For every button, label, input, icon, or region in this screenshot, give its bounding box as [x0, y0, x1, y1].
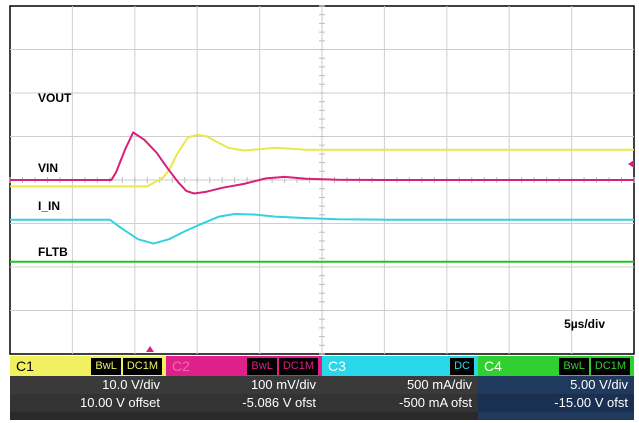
channel-c4-panel[interactable]: C4 BwL DC1M 5.00 V/div -15.00 V ofst: [478, 356, 634, 420]
trace-vout: [10, 133, 634, 188]
channel-c3-name: C3: [328, 358, 346, 374]
channel-c2-offset: -5.086 V ofst: [166, 394, 322, 412]
waveform-plot: [9, 5, 635, 355]
channel-c3-scale: 500 mA/div: [322, 376, 478, 394]
channel-c4-bw-flag: BwL: [559, 358, 589, 375]
channel-c2-header: C2 BwL DC1M: [166, 356, 322, 376]
channel-c1-coupling-flag: DC1M: [122, 358, 162, 375]
channel-info-bar: C1 BwL DC1M 10.0 V/div 10.00 V offset C2…: [10, 356, 634, 420]
channel-c2-bw-flag: BwL: [247, 358, 277, 375]
channel-c1-scale: 10.0 V/div: [10, 376, 166, 394]
channel-c2-coupling-flag: DC1M: [278, 358, 318, 375]
channel-c1-header: C1 BwL DC1M: [10, 356, 166, 376]
channel-c2-scale: 100 mV/div: [166, 376, 322, 394]
channel-c3-panel[interactable]: C3 DC 500 mA/div -500 mA ofst: [322, 356, 478, 420]
channel-c1-panel[interactable]: C1 BwL DC1M 10.0 V/div 10.00 V offset: [10, 356, 166, 420]
fltb-label: FLTB: [38, 245, 68, 259]
channel-c3-offset: -500 mA ofst: [322, 394, 478, 412]
channel-c2-panel[interactable]: C2 BwL DC1M 100 mV/div -5.086 V ofst: [166, 356, 322, 420]
channel-c4-coupling-flag: DC1M: [590, 358, 630, 375]
channel-c4-offset: -15.00 V ofst: [478, 394, 634, 412]
channel-c2-name: C2: [172, 358, 190, 374]
trigger-marker: [146, 346, 154, 352]
vout-label: VOUT: [38, 91, 72, 105]
channel-c4-header: C4 BwL DC1M: [478, 356, 634, 376]
trace-vin: [10, 131, 634, 195]
trace-i-in: [10, 213, 634, 245]
channel-c3-header: C3 DC: [322, 356, 478, 376]
channel-c4-scale: 5.00 V/div: [478, 376, 634, 394]
trigger-level-marker: [628, 160, 634, 168]
iin-label: I_IN: [38, 199, 61, 213]
channel-c1-offset: 10.00 V offset: [10, 394, 166, 412]
channel-c4-name: C4: [484, 358, 502, 374]
channel-c3-coupling-flag: DC: [450, 358, 474, 375]
channel-c1-bw-flag: BwL: [91, 358, 121, 375]
timebase-readout: 5µs/div: [564, 317, 605, 331]
channel-c1-name: C1: [16, 358, 34, 374]
vin-label: VIN: [38, 161, 59, 175]
